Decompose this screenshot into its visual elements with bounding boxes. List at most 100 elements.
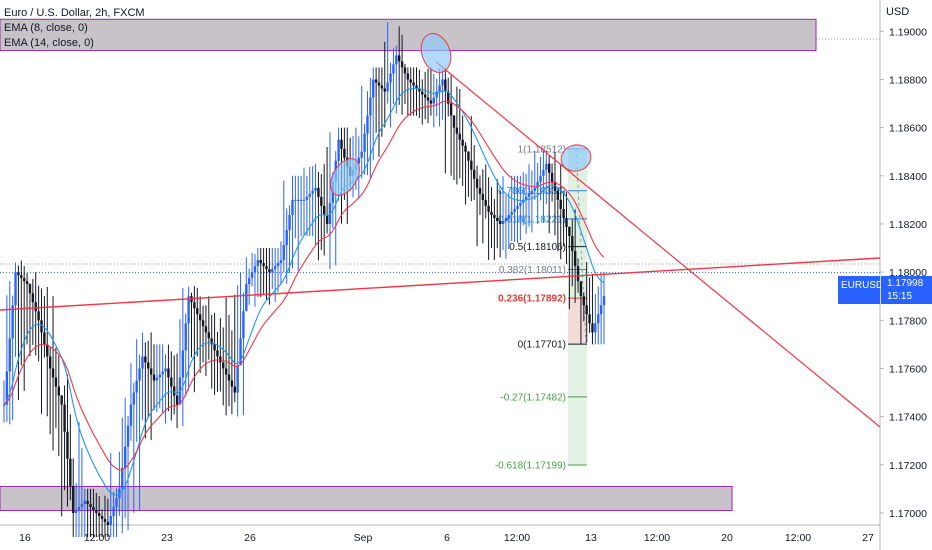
candle-body bbox=[204, 326, 208, 333]
candle-body bbox=[5, 371, 9, 405]
candle-body bbox=[37, 311, 40, 321]
candle-body bbox=[470, 160, 473, 170]
candle-body bbox=[597, 314, 600, 324]
candle-body bbox=[377, 82, 381, 86]
candle-body bbox=[83, 500, 86, 504]
candle-body bbox=[54, 377, 58, 387]
candle-body bbox=[547, 163, 551, 173]
candle-body bbox=[51, 368, 55, 378]
price-tick-label: 1.17400 bbox=[889, 412, 927, 424]
candle-body bbox=[158, 374, 161, 378]
candle-body bbox=[475, 178, 479, 188]
candle-body bbox=[8, 338, 11, 372]
candle-body bbox=[11, 305, 14, 339]
candle-body bbox=[562, 208, 565, 218]
candle-body bbox=[224, 368, 228, 375]
fib-level-label: 0.236(1.17892) bbox=[498, 294, 566, 305]
candle-body bbox=[291, 199, 294, 215]
candle-body bbox=[31, 293, 35, 303]
bar-countdown: 15:15 bbox=[887, 291, 913, 302]
candle-body bbox=[299, 199, 303, 201]
time-tick-label: 12:00 bbox=[644, 532, 670, 544]
candle-body bbox=[86, 500, 89, 504]
candle-body bbox=[487, 205, 490, 212]
candle-body bbox=[207, 332, 211, 339]
candle-body bbox=[89, 503, 92, 507]
candle-body bbox=[14, 272, 17, 306]
candle-body bbox=[97, 512, 101, 516]
candle-body bbox=[322, 205, 326, 215]
candle-body bbox=[149, 368, 153, 375]
candle-body bbox=[565, 217, 568, 227]
candle-body bbox=[455, 127, 459, 134]
fib-trend-line bbox=[575, 148, 587, 345]
time-tick-label: 12:00 bbox=[504, 532, 530, 544]
candle-body bbox=[129, 404, 133, 426]
candle-body bbox=[579, 281, 583, 297]
ema-fast-line bbox=[3, 87, 605, 496]
candle-body bbox=[265, 266, 268, 270]
time-tick-label: 13 bbox=[585, 532, 597, 544]
candle-body bbox=[74, 509, 78, 513]
candle-body bbox=[337, 139, 340, 161]
candle-body bbox=[95, 509, 98, 513]
candle-body bbox=[409, 79, 412, 83]
candle-body bbox=[201, 320, 205, 327]
candle-body bbox=[288, 214, 291, 230]
candle-body bbox=[426, 97, 430, 101]
candle-body bbox=[602, 296, 606, 306]
ema-fast-legend[interactable]: EMA (8, close, 0) bbox=[4, 22, 88, 34]
ema-slow-legend[interactable]: EMA (14, close, 0) bbox=[4, 37, 94, 49]
candle-body bbox=[69, 458, 72, 486]
candle-body bbox=[599, 305, 603, 315]
candle-body bbox=[395, 55, 398, 65]
candle-body bbox=[467, 151, 470, 161]
symbol-title[interactable]: Euro / U.S. Dollar, 2h, FXCM bbox=[4, 7, 145, 19]
candle-body bbox=[22, 278, 26, 282]
candle-body bbox=[415, 85, 418, 89]
candle-body bbox=[542, 169, 545, 176]
candle-body bbox=[366, 115, 369, 134]
candle-body bbox=[63, 404, 66, 432]
time-tick-label: 23 bbox=[161, 532, 173, 544]
candle-body bbox=[141, 356, 144, 369]
candle-body bbox=[372, 79, 375, 98]
candle-body bbox=[490, 211, 493, 215]
candle-body bbox=[2, 404, 6, 406]
falling-trendline bbox=[435, 61, 881, 428]
candle-body bbox=[591, 323, 594, 333]
candle-body bbox=[452, 115, 456, 128]
candle-body bbox=[478, 187, 482, 194]
candle-body bbox=[501, 220, 505, 224]
time-tick-label: 26 bbox=[244, 532, 256, 544]
candle-body bbox=[123, 446, 127, 468]
candle-body bbox=[250, 272, 254, 279]
candle-body bbox=[60, 395, 63, 405]
currency-button[interactable]: USD bbox=[886, 6, 910, 18]
candle-body bbox=[573, 251, 577, 267]
candle-body bbox=[550, 172, 554, 182]
candle-body bbox=[242, 311, 245, 339]
candle-body bbox=[441, 79, 444, 86]
fib-level-label: -0.618(1.17199) bbox=[495, 461, 566, 472]
candle-body bbox=[112, 506, 115, 516]
resistance-zone bbox=[0, 18, 817, 52]
price-tick-label: 1.19000 bbox=[889, 26, 927, 38]
price-tick-label: 1.18600 bbox=[889, 123, 927, 135]
candle-body bbox=[527, 193, 531, 197]
price-tick-label: 1.17800 bbox=[889, 315, 927, 327]
candle-body bbox=[34, 302, 37, 312]
candle-body bbox=[297, 199, 300, 201]
candle-body bbox=[227, 374, 231, 381]
symbol-tag: EURUSD bbox=[838, 276, 883, 304]
candle-body bbox=[507, 214, 511, 218]
candle-body bbox=[80, 503, 84, 507]
price-tick-label: 1.17600 bbox=[889, 363, 927, 375]
candle-body bbox=[109, 515, 112, 525]
candle-body bbox=[311, 190, 314, 194]
candle-body bbox=[496, 217, 499, 221]
candle-body bbox=[406, 73, 410, 80]
candle-body bbox=[568, 226, 571, 237]
